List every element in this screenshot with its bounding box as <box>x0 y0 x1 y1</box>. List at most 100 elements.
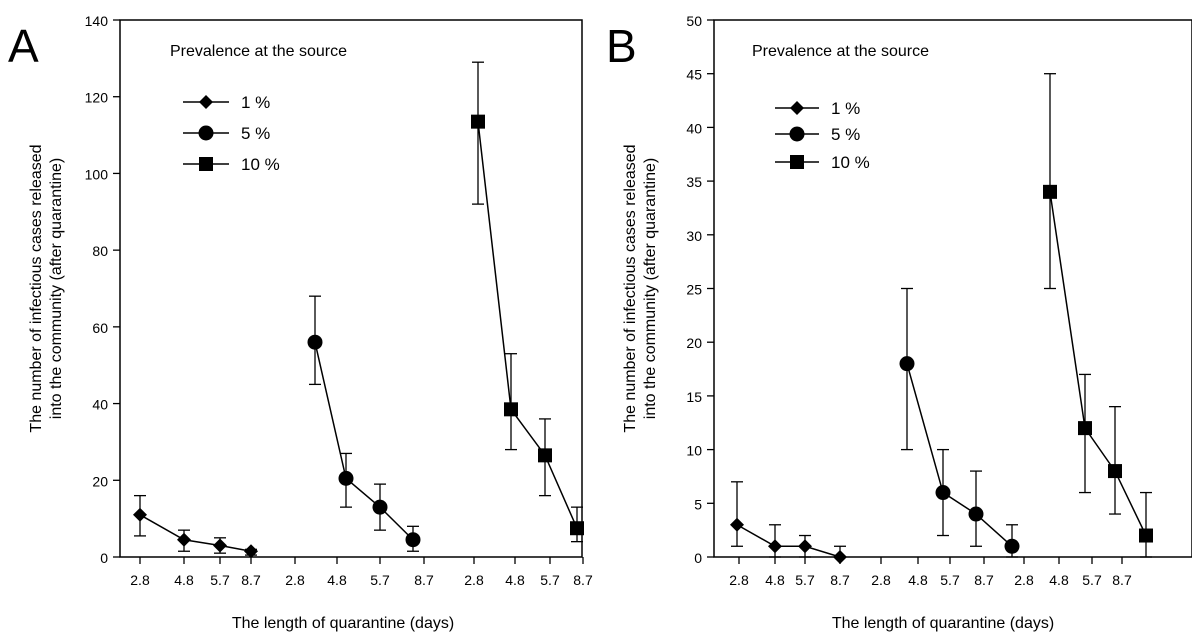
circle-marker <box>968 506 984 522</box>
y-tick-label: 30 <box>686 228 702 244</box>
circle-marker <box>198 125 214 141</box>
x-tick-label: 5.7 <box>795 572 815 588</box>
x-tick-label: 4.8 <box>174 572 194 588</box>
x-tick-label: 5.7 <box>370 572 390 588</box>
x-tick-label: 2.8 <box>871 572 891 588</box>
circle-marker <box>1004 538 1020 554</box>
series-diamond <box>133 494 258 559</box>
legend-entry: 1 % <box>775 99 860 118</box>
legend-label: 10 % <box>831 153 870 172</box>
y-axis-title-line: into the community (after quarantine) <box>48 158 65 419</box>
legend-label: 5 % <box>241 124 270 143</box>
x-tick-label: 5.7 <box>540 572 560 588</box>
legend-title: Prevalence at the source <box>170 43 347 60</box>
square-marker <box>570 521 584 536</box>
diamond-marker <box>177 532 191 547</box>
y-tick-label: 20 <box>92 473 108 489</box>
legend-label: 1 % <box>831 99 860 118</box>
x-tick-label: 8.7 <box>974 572 994 588</box>
plot-frame <box>119 19 583 558</box>
y-axis-title-line: The number of infectious cases released <box>622 144 639 432</box>
square-marker <box>504 402 518 417</box>
legend-label: 5 % <box>831 125 860 144</box>
square-marker <box>471 114 485 129</box>
y-tick-label: 50 <box>686 13 702 29</box>
y-tick-label: 0 <box>694 550 702 566</box>
square-marker <box>1078 421 1092 436</box>
legend-entry: 10 % <box>183 155 280 174</box>
series-square <box>1043 73 1153 558</box>
y-tick-label: 40 <box>686 120 702 136</box>
series-circle <box>307 295 421 552</box>
circle-marker <box>307 334 323 350</box>
y-tick-label: 120 <box>85 90 109 106</box>
legend-entry: 5 % <box>775 125 860 144</box>
circle-marker <box>935 485 951 501</box>
series-diamond <box>730 481 847 564</box>
y-tick-label: 45 <box>686 67 702 83</box>
diamond-marker <box>790 101 804 115</box>
square-marker <box>199 157 213 171</box>
square-marker <box>1139 528 1153 543</box>
diamond-marker <box>833 550 847 564</box>
legend-entry: 1 % <box>183 93 270 112</box>
x-tick-label: 8.7 <box>1112 572 1132 588</box>
legend: Prevalence at the source 1 % 5 % 10 % <box>170 43 347 174</box>
series-line <box>906 363 1013 547</box>
series-line <box>1049 191 1147 536</box>
x-axis-title: The length of quarantine (days) <box>232 615 454 632</box>
x-tick-label: 8.7 <box>573 572 593 588</box>
panel-a: A 0 20 40 60 80 100 120 140 2.8 4.8 5.7 8.7 2.8 4.8 5.7… <box>8 13 593 632</box>
circle-marker <box>372 499 388 515</box>
panel-letter: A <box>8 20 39 72</box>
x-axis-title: The length of quarantine (days) <box>832 615 1054 632</box>
legend-label: 1 % <box>241 93 270 112</box>
x-tick-label: 2.8 <box>285 572 305 588</box>
legend: Prevalence at the source 1 % 5 % 10 % <box>752 43 929 172</box>
panel-letter: B <box>606 20 637 72</box>
series-line <box>139 514 252 552</box>
diamond-marker <box>798 539 812 554</box>
legend-label: 10 % <box>241 155 280 174</box>
legend-entry: 10 % <box>775 153 870 172</box>
x-tick-label: 5.7 <box>210 572 230 588</box>
square-marker <box>538 448 552 463</box>
x-tick-label: 5.7 <box>940 572 960 588</box>
legend-entry: 5 % <box>183 124 270 143</box>
square-marker <box>1108 464 1122 479</box>
diamond-marker <box>768 539 782 554</box>
legend-title: Prevalence at the source <box>752 43 929 60</box>
series-circle <box>899 287 1020 558</box>
diamond-marker <box>730 517 744 532</box>
y-tick-label: 10 <box>686 443 702 459</box>
panel-b: B 0 5 10 15 20 25 30 35 40 45 50 2.8 4.8 5.7 8.7 2.8 4.8 5… <box>606 13 1192 632</box>
y-tick-label: 60 <box>92 320 108 336</box>
square-marker <box>790 155 804 169</box>
diamond-marker <box>213 538 227 553</box>
x-tick-label: 4.8 <box>765 572 785 588</box>
x-tick-label: 4.8 <box>327 572 347 588</box>
circle-marker <box>899 356 915 372</box>
y-tick-label: 20 <box>686 335 702 351</box>
x-tick-label: 8.7 <box>414 572 434 588</box>
x-tick-label: 2.8 <box>1014 572 1034 588</box>
y-axis-title-line: into the community (after quarantine) <box>642 158 659 419</box>
circle-marker <box>338 470 354 486</box>
y-tick-label: 40 <box>92 397 108 413</box>
x-tick-label: 4.8 <box>505 572 525 588</box>
x-tick-label: 8.7 <box>241 572 261 588</box>
y-tick-label: 0 <box>100 550 108 566</box>
series-line <box>736 524 841 558</box>
y-tick-label: 100 <box>85 166 109 182</box>
series-line <box>477 121 578 529</box>
diamond-marker <box>133 507 147 522</box>
x-tick-label: 2.8 <box>130 572 150 588</box>
y-axis-title-line: The number of infectious cases released <box>28 144 45 432</box>
diamond-marker <box>244 544 258 559</box>
series-line <box>314 342 414 541</box>
y-tick-label: 5 <box>694 496 702 512</box>
y-tick-label: 80 <box>92 243 108 259</box>
x-tick-label: 2.8 <box>729 572 749 588</box>
square-marker <box>1043 184 1057 199</box>
